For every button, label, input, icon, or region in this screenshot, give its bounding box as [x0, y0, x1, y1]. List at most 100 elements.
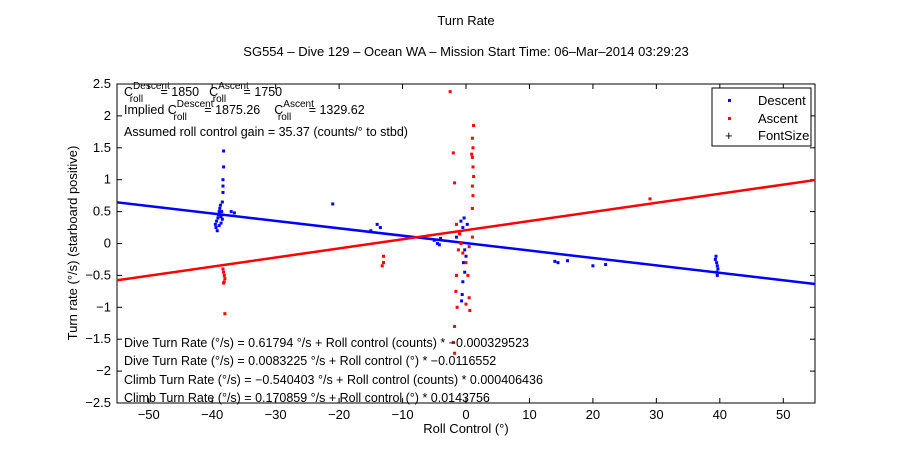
y-tick-label: 1.5	[93, 140, 111, 155]
y-tick-label: 0	[104, 236, 111, 251]
data-point-descent	[439, 236, 443, 240]
data-point-ascent	[448, 90, 452, 94]
y-axis-label: Turn rate (°/s) (starboard positive)	[65, 146, 80, 341]
data-point-ascent	[471, 165, 475, 169]
data-point-ascent	[222, 281, 226, 285]
data-point-descent	[378, 226, 382, 230]
legend-label-fontsize: FontSize	[758, 128, 809, 143]
data-point-descent	[215, 219, 219, 223]
chart-title: Turn Rate	[437, 13, 494, 28]
data-point-descent	[435, 242, 439, 245]
data-point-ascent	[648, 197, 652, 201]
data-point-ascent	[470, 184, 474, 188]
legend-item-fontsize: + FontSize	[725, 128, 809, 143]
data-point-descent	[463, 270, 467, 274]
data-point-descent	[219, 221, 223, 225]
data-point-ascent	[470, 235, 474, 239]
data-point-ascent	[455, 305, 459, 309]
data-point-ascent	[451, 151, 455, 155]
x-axis-label: Roll Control (°)	[423, 421, 508, 436]
annotation-fit-climb-counts: Climb Turn Rate (°/s) = −0.540403 °/s + …	[124, 373, 543, 387]
data-point-ascent	[470, 152, 474, 156]
annotation-fit-dive-counts: Dive Turn Rate (°/s) = 0.61794 °/s + Rol…	[124, 336, 529, 350]
plot-area: −50 −40 −30 −20 −10 0 10 20 30 40 50 2.5 2 1.5 1 0.5 0 −0…	[85, 76, 816, 422]
annotation-fit-dive-degrees: Dive Turn Rate (°/s) = 0.0083225 °/s + R…	[124, 354, 496, 368]
data-point-descent	[460, 299, 464, 303]
x-tick-label: −50	[138, 407, 160, 422]
data-point-ascent	[453, 324, 457, 328]
data-point-descent	[219, 215, 223, 219]
data-point-ascent	[461, 251, 465, 255]
x-tick-label: 50	[776, 407, 790, 422]
data-point-descent	[604, 263, 608, 267]
data-point-ascent	[382, 261, 386, 265]
y-tick-label: −2	[96, 363, 111, 378]
data-point-ascent	[466, 273, 470, 277]
data-point-descent	[461, 226, 465, 230]
data-point-descent	[714, 254, 718, 258]
x-tick-label: 10	[522, 407, 536, 422]
data-point-descent	[464, 254, 468, 258]
data-point-descent	[553, 259, 557, 263]
data-point-descent	[716, 267, 720, 271]
x-tick-label: −20	[328, 407, 350, 422]
data-point-descent	[459, 219, 463, 223]
data-point-descent	[217, 224, 221, 228]
data-point-descent	[715, 264, 719, 268]
data-point-ascent	[456, 248, 460, 252]
data-point-descent	[713, 257, 717, 261]
x-tick-label: 40	[713, 407, 727, 422]
fit-line-ascent	[116, 178, 816, 282]
y-tick-label: 0.5	[93, 204, 111, 219]
y-tick-label: 1	[104, 172, 111, 187]
x-tick-label: 0	[462, 407, 469, 422]
data-point-descent	[222, 149, 226, 153]
data-point-descent	[218, 203, 222, 207]
data-point-descent	[214, 226, 218, 230]
data-point-descent	[566, 259, 570, 263]
x-tick-label: −40	[201, 407, 223, 422]
data-point-descent	[221, 184, 225, 188]
legend-marker-ascent	[728, 117, 731, 120]
legend-marker-fontsize: +	[725, 128, 733, 143]
data-point-ascent	[222, 273, 226, 277]
data-point-ascent	[464, 302, 468, 306]
data-point-ascent	[467, 245, 471, 249]
data-point-descent	[463, 248, 467, 252]
data-point-descent	[220, 217, 224, 221]
data-point-descent	[229, 210, 233, 214]
data-point-descent	[222, 165, 226, 169]
data-point-ascent	[454, 222, 458, 226]
data-point-descent	[369, 229, 373, 233]
data-point-descent	[220, 210, 224, 214]
x-tick-label: −10	[392, 407, 414, 422]
data-point-descent	[715, 270, 719, 274]
data-point-ascent	[458, 232, 462, 236]
data-point-descent	[217, 210, 221, 214]
data-point-descent	[221, 190, 225, 194]
data-point-ascent	[221, 267, 225, 271]
y-tick-label: −2.5	[85, 395, 111, 410]
data-point-ascent	[454, 273, 458, 277]
y-tick-label: 2	[104, 108, 111, 123]
data-point-descent	[213, 222, 217, 226]
data-point-descent	[218, 206, 222, 210]
data-point-ascent	[470, 155, 474, 159]
data-point-descent	[331, 202, 335, 206]
annotation-roll-gain: Assumed roll control gain = 35.37 (count…	[124, 125, 408, 139]
x-tick-label: 20	[586, 407, 600, 422]
data-point-descent	[220, 200, 224, 204]
data-point-descent	[715, 261, 719, 265]
legend-marker-descent	[728, 99, 731, 102]
x-tick-label: 30	[649, 407, 663, 422]
data-point-descent	[221, 178, 225, 182]
data-point-descent	[461, 261, 465, 265]
x-tick-label: −30	[265, 407, 287, 422]
data-point-ascent	[451, 340, 455, 344]
data-point-descent	[465, 222, 469, 226]
y-tick-label: −0.5	[85, 267, 111, 282]
data-point-ascent	[470, 206, 474, 210]
data-point-descent	[454, 235, 458, 239]
data-point-ascent	[380, 264, 384, 268]
legend-label-descent: Descent	[758, 93, 806, 108]
